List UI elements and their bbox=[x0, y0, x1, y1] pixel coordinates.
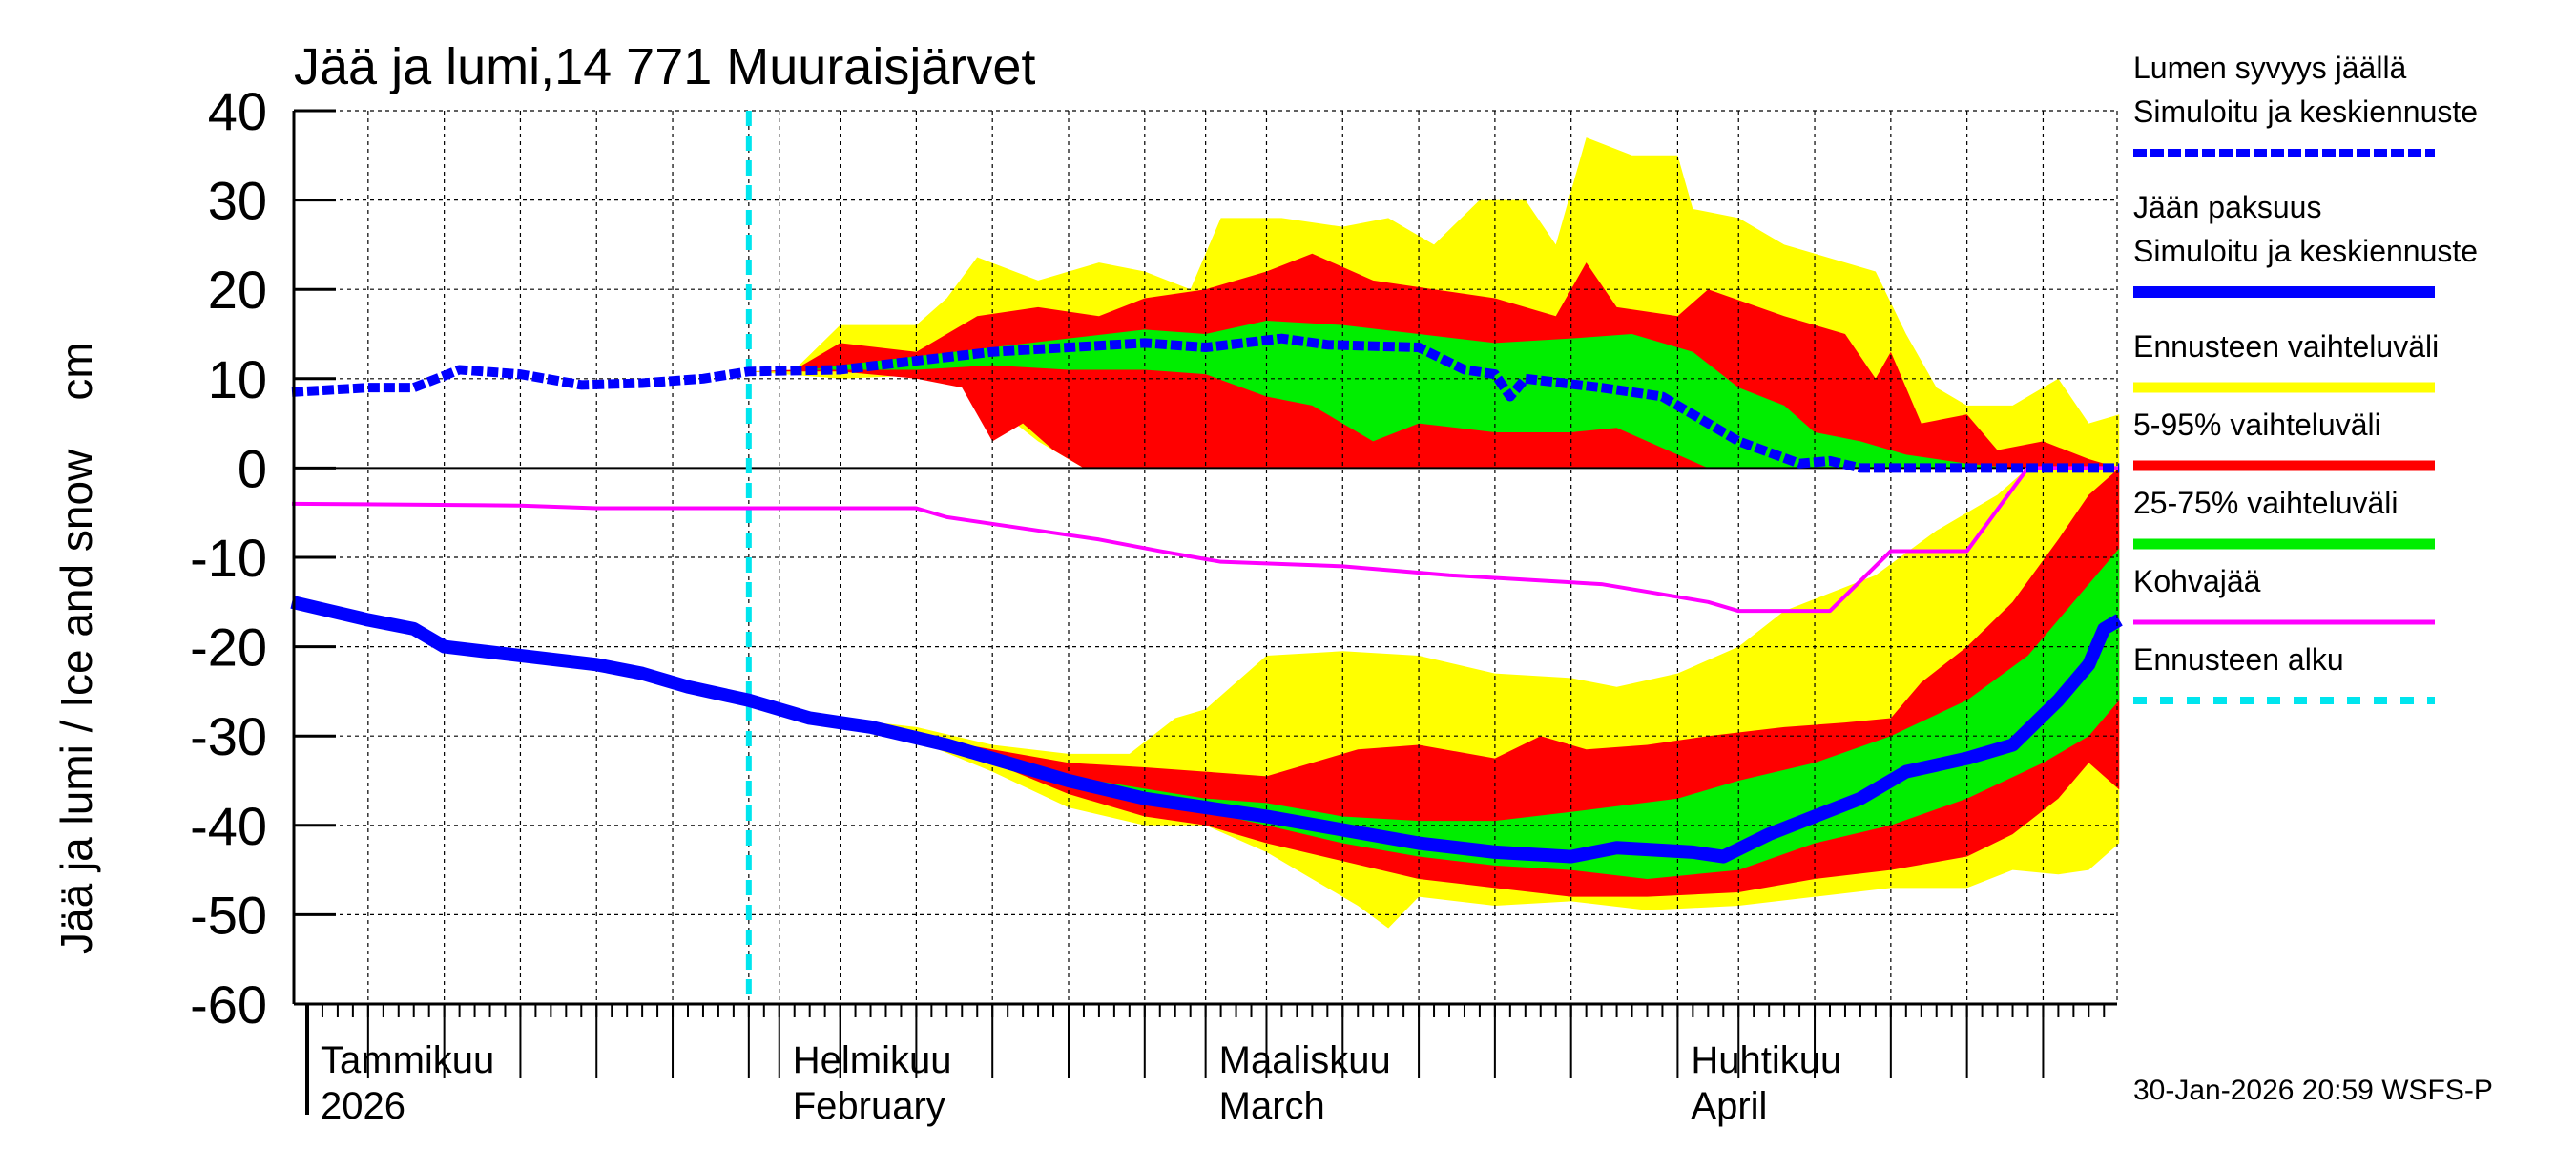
legend-label: 5-95% vaihteluväli bbox=[2133, 408, 2381, 442]
month-label-fi: Maaliskuu bbox=[1219, 1039, 1391, 1081]
band-ice-25-75 bbox=[885, 548, 2120, 879]
y-tick-label: 10 bbox=[208, 349, 267, 409]
series-j-n-paksuus bbox=[290, 595, 2123, 864]
y-tick-label: -30 bbox=[190, 706, 267, 766]
y-tick-label: 0 bbox=[238, 438, 267, 498]
legend-label: Ennusteen alku bbox=[2133, 642, 2344, 677]
month-label-en: March bbox=[1219, 1085, 1325, 1127]
y-tick-label: 40 bbox=[208, 81, 267, 141]
month-label-en: 2026 bbox=[321, 1085, 405, 1127]
month-label-en: February bbox=[793, 1085, 945, 1127]
y-tick-label: 30 bbox=[208, 171, 267, 231]
y-tick-label: -50 bbox=[190, 885, 267, 945]
legend-label: 25-75% vaihteluväli bbox=[2133, 486, 2399, 520]
legend-label: Jään paksuus bbox=[2133, 190, 2321, 224]
legend-label: Ennusteen vaihteluväli bbox=[2133, 329, 2439, 364]
timestamp: 30-Jan-2026 20:59 WSFS-P bbox=[2133, 1075, 2493, 1106]
chart-title: Jää ja lumi,14 771 Muuraisjärvet bbox=[294, 38, 1035, 95]
y-tick-label: -60 bbox=[190, 974, 267, 1035]
series-lumen-syvyys-j-ll- bbox=[291, 333, 2120, 473]
legend-label: Lumen syvyys jäällä bbox=[2133, 51, 2407, 85]
legend-label: Simuloitu ja keskiennuste bbox=[2133, 94, 2478, 129]
month-label-fi: Tammikuu bbox=[321, 1039, 494, 1081]
y-tick-label: -10 bbox=[190, 528, 267, 588]
series-layer bbox=[290, 111, 2123, 1004]
y-tick-label: -40 bbox=[190, 796, 267, 856]
series-kohvaj- bbox=[292, 466, 2120, 614]
band-snow-25-75 bbox=[809, 320, 2013, 469]
y-axis-label: Jää ja lumi / Ice and snow cm bbox=[52, 342, 101, 954]
y-tick-label: 20 bbox=[208, 260, 267, 320]
y-tick-label: -20 bbox=[190, 617, 267, 678]
month-label-fi: Helmikuu bbox=[793, 1039, 952, 1081]
legend-label: Simuloitu ja keskiennuste bbox=[2133, 234, 2478, 268]
month-label-en: April bbox=[1691, 1085, 1767, 1127]
legend: Lumen syvyys jäällä Simuloitu ja keskienn… bbox=[2133, 51, 2478, 704]
month-label-fi: Huhtikuu bbox=[1691, 1039, 1841, 1081]
bands-layer bbox=[748, 137, 2120, 929]
legend-label: Kohvajää bbox=[2133, 564, 2261, 598]
